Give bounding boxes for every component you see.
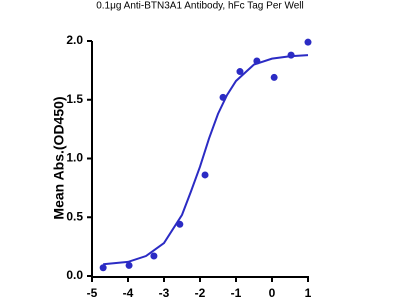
x-tick-label: -5 bbox=[87, 286, 98, 300]
y-tick-label: 1.0 bbox=[66, 151, 83, 165]
y-axis-label: Mean Abs.(OD450) bbox=[51, 96, 67, 219]
data-point bbox=[253, 57, 261, 65]
data-point bbox=[304, 38, 312, 46]
x-tick-label: -3 bbox=[159, 286, 170, 300]
fit-curve bbox=[103, 54, 309, 266]
y-tick-label: 0.0 bbox=[66, 268, 83, 282]
data-point bbox=[201, 171, 209, 179]
data-point bbox=[99, 264, 107, 272]
data-point bbox=[219, 93, 227, 101]
x-tick-label: -1 bbox=[231, 286, 242, 300]
data-point bbox=[236, 68, 244, 76]
y-tick-label: 0.5 bbox=[66, 209, 83, 223]
data-point bbox=[176, 220, 184, 228]
x-tick-label: -2 bbox=[195, 286, 206, 300]
x-tick-label: 0 bbox=[269, 286, 276, 300]
data-point bbox=[287, 51, 295, 59]
y-tick-label: 1.5 bbox=[66, 92, 83, 106]
x-tick-label: 1 bbox=[305, 286, 312, 300]
data-point bbox=[150, 252, 158, 260]
chart-title: 0.1μg Anti-BTN3A1 Antibody, hFc Tag Per … bbox=[96, 1, 304, 12]
data-point bbox=[125, 261, 133, 269]
data-point bbox=[270, 73, 278, 81]
x-tick-label: -4 bbox=[123, 286, 134, 300]
y-tick-label: 2.0 bbox=[66, 33, 83, 47]
